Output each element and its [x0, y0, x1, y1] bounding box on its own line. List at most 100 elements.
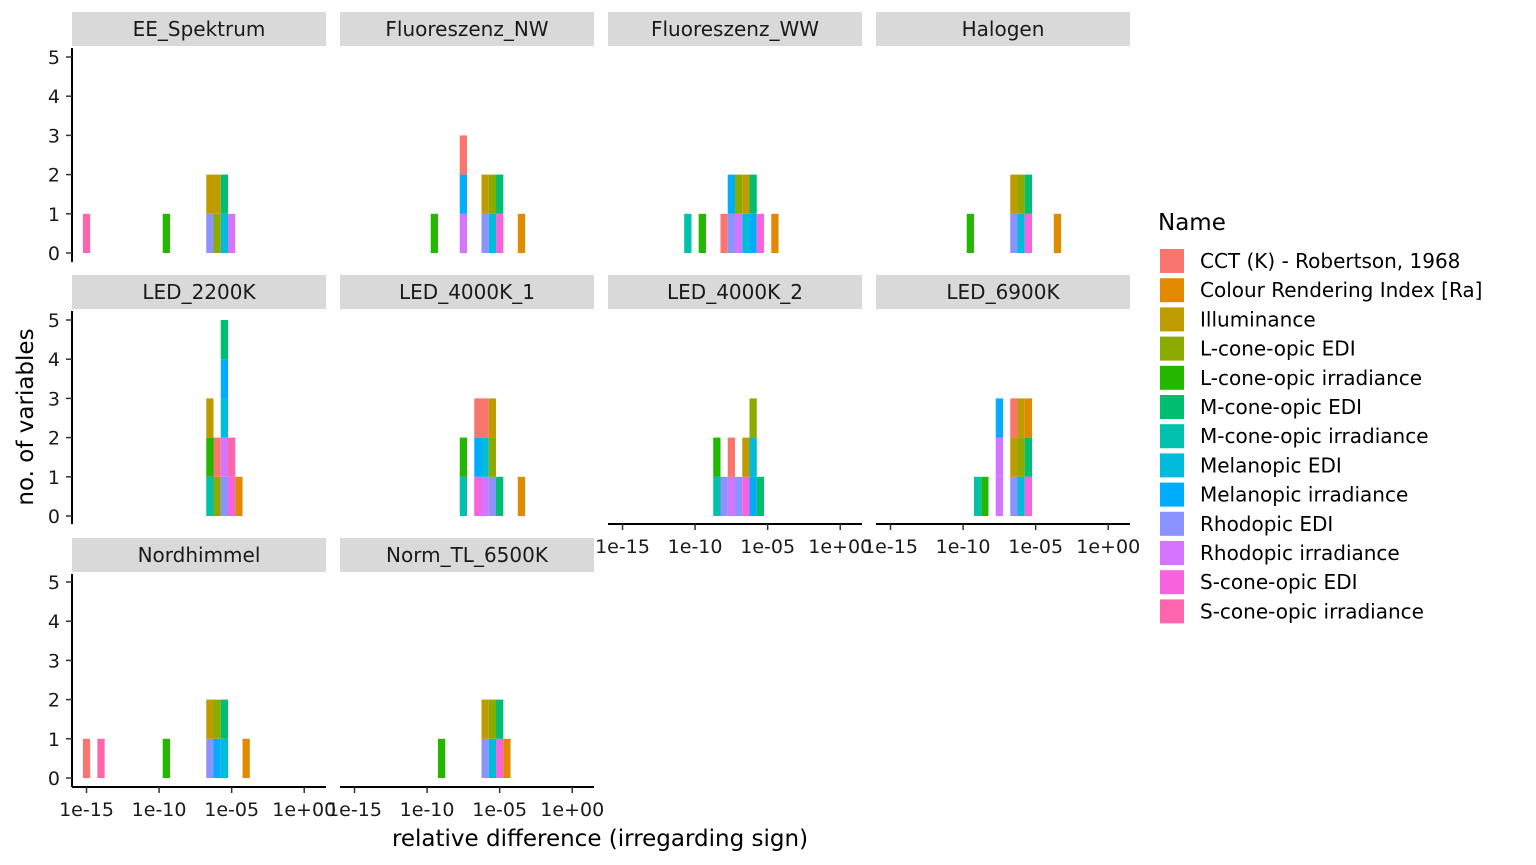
facet-strip — [72, 538, 326, 572]
histogram-bar-segment — [742, 437, 750, 477]
legend-title: Name — [1158, 210, 1226, 236]
histogram-bar-segment — [503, 738, 511, 778]
legend-label: L-cone-opic irradiance — [1200, 366, 1422, 390]
y-tick-label: 1 — [48, 204, 60, 226]
legend-key — [1160, 336, 1184, 361]
histogram-bar-segment — [220, 476, 229, 516]
histogram-bar-segment — [981, 476, 989, 516]
facet-strip — [340, 275, 594, 309]
histogram-bar-segment — [220, 359, 229, 399]
x-tick-label: 1e-05 — [1008, 536, 1063, 558]
facet-strip-label: Halogen — [962, 17, 1045, 41]
facet-panel: Fluoreszenz_NW — [340, 12, 594, 253]
histogram-bar-segment — [437, 738, 446, 778]
facet-strip-label: Fluoreszenz_WW — [651, 17, 819, 41]
x-tick-label: 1e-10 — [936, 536, 991, 558]
histogram-bar-segment — [735, 174, 743, 214]
histogram-bar-segment — [488, 738, 497, 778]
histogram-bar-segment — [459, 476, 467, 516]
facet-strip — [340, 12, 594, 46]
legend-label: Melanopic irradiance — [1200, 483, 1408, 507]
facet-strip-label: Norm_TL_6500K — [386, 543, 549, 567]
histogram-bar-segment — [220, 738, 229, 778]
histogram-bar-segment — [228, 476, 236, 516]
histogram-bar-segment — [1024, 437, 1033, 477]
histogram-bar-segment — [213, 174, 221, 214]
histogram-bar-segment — [162, 213, 170, 253]
x-tick-label: 1e+00 — [1076, 536, 1140, 558]
y-tick-label: 4 — [48, 349, 60, 371]
histogram-bar-segment — [206, 476, 214, 516]
histogram-bar-segment — [727, 476, 735, 516]
histogram-bar-segment — [220, 213, 229, 253]
histogram-bar-segment — [735, 213, 743, 253]
histogram-bar-segment — [698, 213, 706, 253]
histogram-bar-segment — [742, 476, 750, 516]
histogram-bar-segment — [1017, 476, 1025, 516]
legend-label: Rhodopic EDI — [1200, 512, 1333, 536]
x-tick-label: 1e-15 — [59, 799, 114, 821]
histogram-bar-segment — [756, 213, 765, 253]
y-tick-label: 5 — [48, 572, 60, 594]
y-tick-label: 5 — [48, 310, 60, 332]
histogram-bar-segment — [735, 476, 743, 516]
facet-strip — [72, 275, 326, 309]
histogram-bar-segment — [742, 213, 750, 253]
x-tick-label: 1e-15 — [595, 536, 650, 558]
histogram-bar-segment — [488, 398, 497, 438]
histogram-bar-segment — [97, 738, 105, 778]
legend-key — [1160, 511, 1184, 536]
histogram-bar-segment — [995, 398, 1003, 438]
facet-panel: LED_4000K_2 1e-15 1e-10 1e-05 1e+00 — [595, 275, 872, 558]
legend-key — [1160, 307, 1184, 332]
histogram-bar-segment — [162, 738, 170, 778]
histogram-bar-segment — [459, 213, 467, 253]
histogram-bar-segment — [220, 320, 229, 360]
histogram-bar-segment — [713, 476, 721, 516]
histogram-bar-segment — [1010, 437, 1018, 477]
histogram-bar-segment — [1024, 174, 1033, 214]
histogram-bar-segment — [713, 437, 721, 477]
histogram-bar-segment — [1010, 398, 1018, 438]
histogram-bar-segment — [1017, 398, 1025, 438]
legend-label: Illuminance — [1200, 307, 1316, 331]
legend: Name CCT (K) - Robertson, 1968 Colour Ren… — [1158, 210, 1482, 624]
facet-strip-label: LED_4000K_1 — [399, 280, 535, 304]
histogram-bar-segment — [481, 738, 489, 778]
x-tick-label: 1e-15 — [863, 536, 918, 558]
histogram-bar-segment — [206, 699, 214, 739]
histogram-bar-segment — [973, 476, 982, 516]
legend-key — [1160, 395, 1184, 419]
facet-strip — [72, 12, 326, 46]
histogram-bar-segment — [720, 476, 728, 516]
histogram-bar-segment — [995, 437, 1003, 477]
histogram-bar-segment — [749, 437, 757, 477]
y-tick-label: 3 — [48, 125, 60, 147]
facet-strip-label: EE_Spektrum — [133, 17, 266, 41]
facet-strip — [340, 538, 594, 572]
histogram-bar-segment — [220, 398, 229, 438]
histogram-bar-segment — [206, 738, 214, 778]
legend-label: M-cone-opic EDI — [1200, 395, 1362, 419]
y-tick-label: 2 — [48, 165, 60, 187]
legend-label: S-cone-opic EDI — [1200, 570, 1358, 594]
y-tick-label: 3 — [48, 388, 60, 410]
histogram-bar-segment — [1017, 437, 1025, 477]
facet-strip-label: Fluoreszenz_NW — [385, 17, 548, 41]
legend-label: Rhodopic irradiance — [1200, 541, 1400, 565]
histogram-bar-segment — [213, 699, 221, 739]
x-tick-label: 1e-05 — [204, 799, 259, 821]
facet-strip-label: LED_4000K_2 — [667, 280, 803, 304]
histogram-bar-segment — [1010, 174, 1018, 214]
histogram-bar-segment — [720, 213, 728, 253]
histogram-bar-segment — [242, 738, 250, 778]
histogram-bar-segment — [727, 174, 735, 214]
facet-strip-label: LED_2200K — [142, 280, 256, 304]
histogram-bar-segment — [488, 174, 497, 214]
legend-key — [1160, 570, 1184, 595]
histogram-bar-segment — [1024, 213, 1033, 253]
facet-strip-label: Nordhimmel — [138, 543, 261, 567]
histogram-bar-segment — [82, 213, 91, 253]
histogram-bar-segment — [459, 437, 467, 477]
